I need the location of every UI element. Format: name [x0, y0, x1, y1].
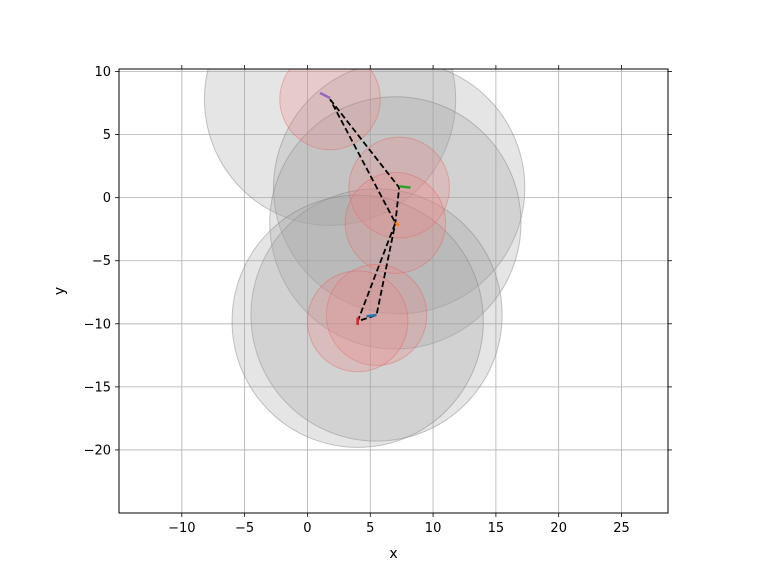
marker-segment — [319, 91, 331, 100]
x-tick-label: −10 — [168, 521, 195, 536]
data-lines — [319, 91, 411, 326]
x-tick-label: 5 — [366, 521, 374, 536]
y-tick-label: 10 — [94, 65, 111, 80]
y-tick-label: −20 — [84, 443, 111, 458]
x-tick-label: 0 — [303, 521, 311, 536]
x-axis-label: x — [389, 546, 397, 562]
y-tick-label: −10 — [84, 317, 111, 332]
x-tick-label: 20 — [550, 521, 567, 536]
ticks: −10 −5 0 5 10 15 20 25 10 5 0 −5 −10 −15 −20 — [84, 65, 672, 536]
y-tick-label: −5 — [92, 254, 111, 269]
marker-segment — [399, 185, 411, 189]
marker-segment — [394, 221, 400, 227]
grid — [119, 69, 668, 513]
x-tick-label: 15 — [488, 521, 505, 536]
y-axis-label: y — [52, 287, 68, 295]
x-tick-label: 25 — [613, 521, 630, 536]
range-circle — [273, 69, 526, 315]
axes-frame — [118, 68, 669, 514]
inner-circle — [279, 69, 381, 151]
y-tick-label: 5 — [103, 128, 111, 143]
x-tick-label: −5 — [235, 521, 254, 536]
marker-segment — [366, 313, 377, 318]
x-tick-label: 10 — [425, 521, 442, 536]
y-tick-label: 0 — [103, 191, 111, 206]
y-tick-label: −15 — [84, 380, 111, 395]
inner-circle — [325, 264, 428, 366]
range-circle — [203, 69, 457, 226]
